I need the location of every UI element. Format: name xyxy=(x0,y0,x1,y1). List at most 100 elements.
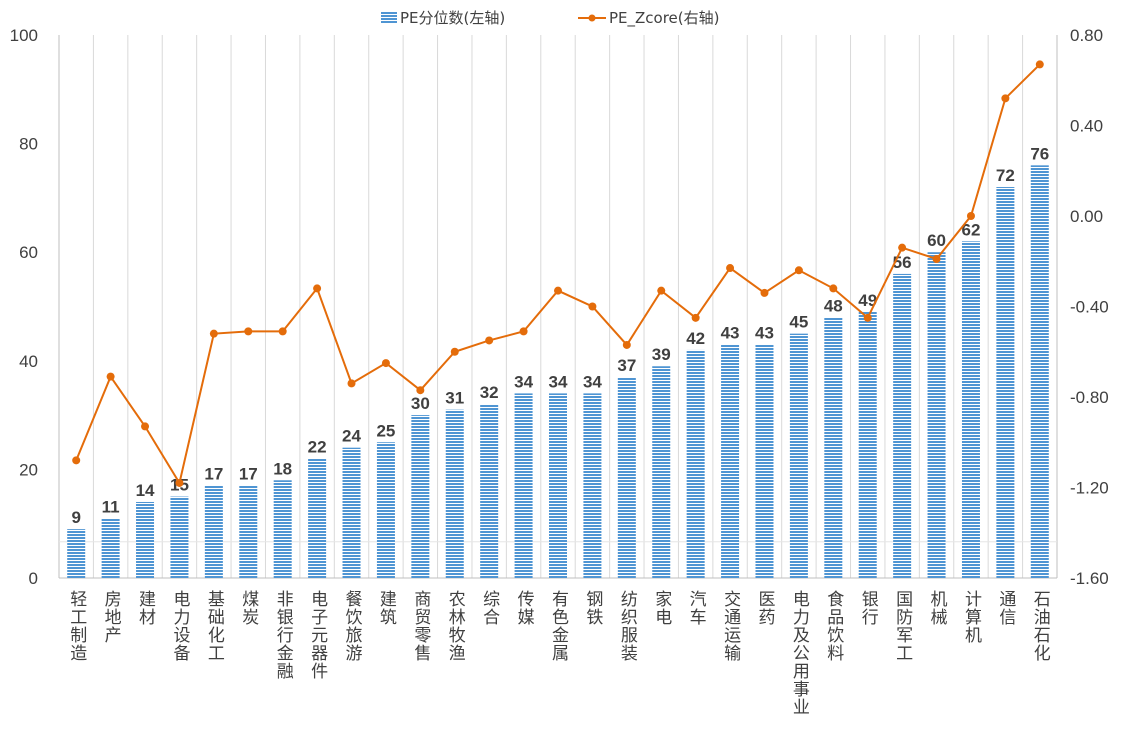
right-axis-tick-label: 0.00 xyxy=(1070,207,1103,226)
bar-data-label: 25 xyxy=(376,421,395,440)
bar-data-label: 39 xyxy=(652,345,671,364)
bar-data-label: 49 xyxy=(858,291,877,310)
zscore-point xyxy=(622,340,631,349)
zscore-point xyxy=(72,456,81,465)
bar-data-label: 37 xyxy=(617,356,636,375)
category-label: 基础化工 xyxy=(204,590,225,662)
zscore-point xyxy=(209,329,218,338)
left-axis-tick-label: 60 xyxy=(19,243,38,262)
bar xyxy=(514,393,533,578)
bar xyxy=(239,485,258,578)
zscore-point xyxy=(588,302,597,311)
zscore-point xyxy=(381,359,390,368)
bar-data-label: 43 xyxy=(721,324,740,343)
bar-data-label: 17 xyxy=(239,465,258,484)
zscore-point xyxy=(175,478,184,487)
bar xyxy=(893,273,912,578)
legend-line-marker xyxy=(588,14,596,22)
bar xyxy=(376,442,395,578)
zscore-point xyxy=(554,286,562,295)
zscore-point xyxy=(691,313,700,322)
category-label: 煤炭 xyxy=(238,590,259,626)
bar xyxy=(583,393,602,578)
legend-bar-swatch xyxy=(381,11,397,24)
category-label: 银行 xyxy=(858,590,879,626)
category-label: 纺织服装 xyxy=(617,590,638,662)
zscore-point xyxy=(898,243,907,252)
category-label: 有色金属 xyxy=(548,590,569,662)
bar xyxy=(755,344,774,578)
zscore-point xyxy=(829,284,838,293)
category-label: 钢铁 xyxy=(582,590,603,626)
bar-data-label: 72 xyxy=(996,166,1015,185)
bar-data-label: 11 xyxy=(102,497,120,516)
zscore-point xyxy=(863,313,872,322)
category-label: 医药 xyxy=(754,590,775,626)
category-label: 食品饮料 xyxy=(823,590,844,662)
category-label: 石油石化 xyxy=(1030,590,1051,662)
zscore-point xyxy=(347,379,356,388)
category-label: 轻工制造 xyxy=(66,590,87,662)
bar xyxy=(652,366,671,578)
zscore-point xyxy=(244,327,253,336)
right-axis-tick-label: -1.20 xyxy=(1070,479,1109,498)
bar-data-label: 42 xyxy=(686,329,705,348)
category-label: 综合 xyxy=(479,590,500,626)
bar xyxy=(1030,165,1049,578)
bar xyxy=(721,344,740,578)
category-label: 机械 xyxy=(927,590,948,626)
category-label: 计算机 xyxy=(961,590,982,644)
bar-data-label: 62 xyxy=(962,220,981,239)
zscore-point xyxy=(794,266,803,275)
bar-data-label: 48 xyxy=(824,296,843,315)
zscore-point xyxy=(519,327,528,336)
bar-data-label: 9 xyxy=(71,508,80,527)
bar-data-label: 14 xyxy=(136,481,155,500)
bar xyxy=(445,409,464,578)
bar xyxy=(101,518,120,578)
legend-line-label: PE_Zcore(右轴) xyxy=(609,9,720,28)
bar xyxy=(858,311,877,578)
category-label: 国防军工 xyxy=(892,590,913,662)
category-label: 农林牧渔 xyxy=(445,590,466,662)
plot-area: 0 20 40 60 80 100 -1.60 -1.20 -0.80 -0.40 0.00 0.40… xyxy=(10,26,1109,716)
zscore-point xyxy=(1035,60,1044,69)
bar xyxy=(996,187,1015,579)
bar-data-label: 31 xyxy=(445,389,464,408)
zscore-point xyxy=(966,212,975,220)
zscore-point xyxy=(141,422,150,431)
category-label: 家电 xyxy=(651,590,671,626)
right-axis-tick-label: -0.80 xyxy=(1070,388,1109,407)
zscore-point xyxy=(726,264,735,273)
category-label: 房地产 xyxy=(101,590,122,644)
legend: PE分位数(左轴) PE_Zcore(右轴) xyxy=(381,9,720,28)
category-label: 建筑 xyxy=(376,590,397,626)
bar xyxy=(308,458,327,578)
bar-data-label: 43 xyxy=(755,324,774,343)
category-label: 通信 xyxy=(995,590,1016,626)
category-label: 电力及公用事业 xyxy=(789,590,810,716)
bar xyxy=(273,480,292,578)
bar xyxy=(617,377,636,578)
zscore-point xyxy=(416,386,425,395)
bar xyxy=(67,529,86,578)
right-axis-tick-label: -1.60 xyxy=(1070,569,1109,588)
bar-data-label: 22 xyxy=(308,438,327,457)
bar-data-label: 60 xyxy=(927,231,946,250)
left-axis-tick-label: 20 xyxy=(19,460,38,479)
bar xyxy=(824,317,843,578)
bar-data-label: 18 xyxy=(273,459,292,478)
bar xyxy=(789,333,808,578)
bar-data-label: 34 xyxy=(583,372,602,391)
legend-bar-label: PE分位数(左轴) xyxy=(400,9,505,27)
bar xyxy=(686,349,705,578)
zscore-point xyxy=(313,284,322,293)
bar xyxy=(342,447,361,578)
bar xyxy=(170,496,189,578)
bar-data-label: 34 xyxy=(514,372,533,391)
zscore-point xyxy=(760,288,769,297)
bar-data-label: 17 xyxy=(204,465,223,484)
bar xyxy=(480,404,499,578)
bar-data-label: 76 xyxy=(1030,144,1049,163)
